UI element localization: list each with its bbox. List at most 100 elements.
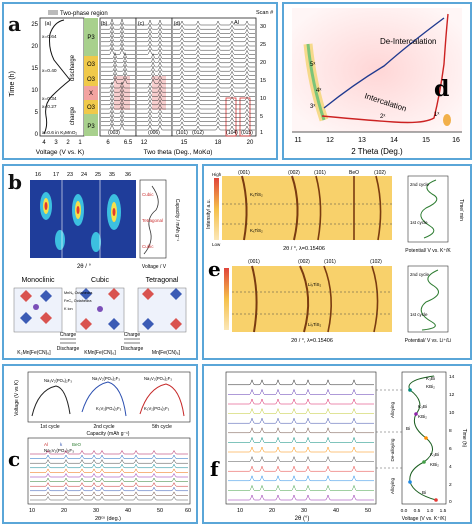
time-tick: 0 bbox=[35, 132, 39, 138]
cycle-label: 1st cycle bbox=[40, 424, 60, 430]
xrd-trace bbox=[101, 64, 135, 72]
panel-label: f bbox=[210, 457, 220, 481]
panel-d-figure: De-Intercalation Intercalation 5ˣ 4ˣ 3ˣ … bbox=[292, 8, 462, 156]
phase-label: P3 bbox=[87, 35, 95, 41]
xrd-trace bbox=[228, 446, 374, 453]
x-tick: 10 bbox=[237, 508, 243, 514]
xrd-trace bbox=[173, 20, 255, 26]
panel-a-figure: Two-phase region Time (h) 25 20 15 10 5 … bbox=[9, 10, 274, 156]
xrd-trace bbox=[173, 112, 255, 118]
xrd-trace bbox=[173, 74, 255, 80]
scan-tick: 30 bbox=[260, 24, 266, 30]
phase-label: O3 bbox=[87, 105, 96, 111]
panel-label: d bbox=[434, 76, 449, 102]
peak-label: (002) bbox=[298, 259, 310, 265]
two-theta-tick: 15 bbox=[181, 140, 188, 146]
voltage-tick: 1.5 bbox=[440, 508, 447, 514]
voltage-curve bbox=[43, 19, 71, 135]
legend-item: BeO bbox=[72, 442, 82, 447]
process-label: De-alloying bbox=[390, 438, 395, 461]
heatmap-top bbox=[222, 176, 392, 240]
xrd-trace bbox=[137, 124, 171, 131]
voltage-label: Voltage / V bbox=[142, 264, 167, 270]
process-label: Alloying bbox=[390, 478, 395, 495]
voltage-plot bbox=[407, 175, 449, 243]
xrd-trace bbox=[137, 107, 171, 114]
time-axis-label: Time (h) bbox=[9, 71, 16, 97]
species-label: KₓTiS₂ bbox=[250, 228, 263, 233]
arrow-label: Charge bbox=[60, 332, 77, 338]
time-tick: 12 bbox=[449, 392, 455, 398]
xrd-trace bbox=[30, 459, 188, 464]
panel-f-figure: f 10 20 30 40 50 2θ (°) K₃Bi KBi₂ K₃Bi K… bbox=[210, 371, 467, 522]
xrd-plot bbox=[225, 371, 377, 505]
subpanel-label: (c) bbox=[138, 21, 145, 27]
xrd-trace bbox=[137, 40, 171, 47]
scan-label: Scan # bbox=[256, 10, 274, 16]
xrd-trace bbox=[137, 44, 171, 51]
x-tick: 16 bbox=[452, 137, 460, 144]
xrd-trace bbox=[30, 482, 188, 487]
xrd-trace bbox=[101, 110, 135, 118]
x-axis-label: 2 Theta (Deg.) bbox=[351, 147, 403, 156]
xrd-trace bbox=[173, 45, 255, 51]
panel-c-figure: Voltage (V vs K) Na₃V₂(PO₄)₂F₃ Na₃V₂(PO₄… bbox=[8, 371, 191, 522]
phase-block bbox=[84, 18, 98, 56]
xrd-trace bbox=[137, 103, 171, 110]
xrd-trace bbox=[101, 51, 135, 59]
xrd-trace bbox=[30, 463, 188, 469]
xrd-trace bbox=[137, 94, 171, 101]
colorbar bbox=[224, 268, 229, 330]
x-tick: 12 bbox=[326, 137, 334, 144]
xrd-trace bbox=[101, 60, 135, 68]
xrd-frame-d bbox=[171, 17, 257, 137]
xrd-trace bbox=[173, 49, 255, 55]
site-label: FeC₆ Octahedra bbox=[64, 299, 92, 303]
x-tick: 50 bbox=[365, 508, 371, 514]
xrd-trace bbox=[173, 87, 255, 93]
xrd-trace bbox=[30, 449, 188, 455]
panel-label: a bbox=[8, 12, 21, 36]
xrd-trace bbox=[30, 495, 188, 501]
xrd-trace bbox=[101, 97, 135, 106]
phase-side-label: Cubic bbox=[142, 244, 154, 249]
scan-tick: 25 bbox=[260, 42, 266, 48]
site-label: K ion bbox=[64, 307, 73, 311]
panel-label: e bbox=[208, 257, 221, 281]
voltage-tick: 3 bbox=[54, 140, 58, 146]
x-axis-label: 2θ (°) bbox=[295, 516, 310, 522]
spot-label: 2ˣ bbox=[380, 114, 385, 120]
cycle-label: 1st cycle bbox=[410, 220, 428, 225]
xrd-plot bbox=[27, 437, 191, 505]
legend-item: k bbox=[60, 442, 63, 447]
formula-label: K₃V₂(PO₄)₂F₃ bbox=[96, 406, 122, 411]
panel-label: c bbox=[8, 447, 20, 471]
xrd-trace bbox=[173, 58, 255, 64]
state-label: x=0.27 bbox=[42, 104, 57, 110]
cycle-label: 1st cycle bbox=[410, 312, 428, 317]
xrd-trace bbox=[30, 491, 188, 496]
cycle-curve bbox=[81, 381, 127, 417]
xrd-trace bbox=[173, 95, 255, 101]
xrd-trace bbox=[228, 494, 374, 501]
xrd-trace bbox=[228, 436, 374, 443]
xrd-trace bbox=[173, 100, 255, 106]
xrd-trace bbox=[173, 53, 255, 59]
x-axis-label: 2θ / °, λ=0.15406 bbox=[283, 246, 325, 252]
scan-tick: 10 bbox=[260, 96, 266, 102]
xrd-pattern-stack bbox=[30, 449, 188, 501]
xrd-trace bbox=[101, 55, 135, 64]
colorbar-high: High bbox=[212, 172, 222, 177]
xrd-trace bbox=[137, 48, 171, 55]
phase-side-label: Tetragonal bbox=[142, 218, 163, 223]
species-label: K₃Bi bbox=[426, 376, 435, 381]
charge-label: charge bbox=[70, 106, 76, 125]
x-tick: 30 bbox=[301, 508, 307, 514]
xrd-pattern-stack bbox=[228, 379, 374, 501]
voltage-tick: 1 bbox=[78, 140, 82, 146]
highlight-box bbox=[225, 97, 237, 137]
xrd-trace bbox=[173, 104, 255, 110]
formula-label: K₃V₂(PO₄)₂F₃ bbox=[144, 406, 170, 411]
state-label: x=0.40 bbox=[42, 68, 57, 74]
phase-block bbox=[84, 56, 98, 72]
